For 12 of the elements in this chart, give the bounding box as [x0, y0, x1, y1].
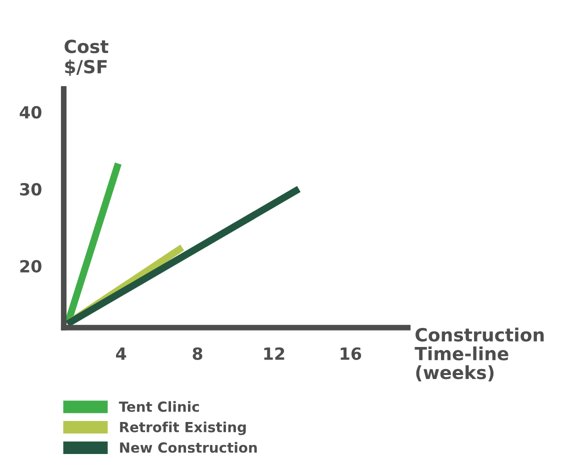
x-tick-label: 16 [340, 347, 362, 360]
x-axis-title: Construction Time-line (weeks) [414, 328, 544, 382]
y-tick-label: 30 [20, 182, 42, 196]
legend-label: New Construction [120, 442, 257, 453]
legend-label: Retrofit Existing [120, 422, 246, 436]
x-tick-label: 4 [116, 348, 126, 360]
y-tick-label: 20 [20, 260, 42, 273]
x-tick-label: 8 [192, 347, 202, 360]
y-axis-title: Cost $/SF [64, 40, 108, 76]
x-tick-label: 12 [264, 347, 284, 360]
legend-label: Tent Clinic [118, 401, 199, 412]
y-tick-label: 40 [20, 106, 42, 119]
